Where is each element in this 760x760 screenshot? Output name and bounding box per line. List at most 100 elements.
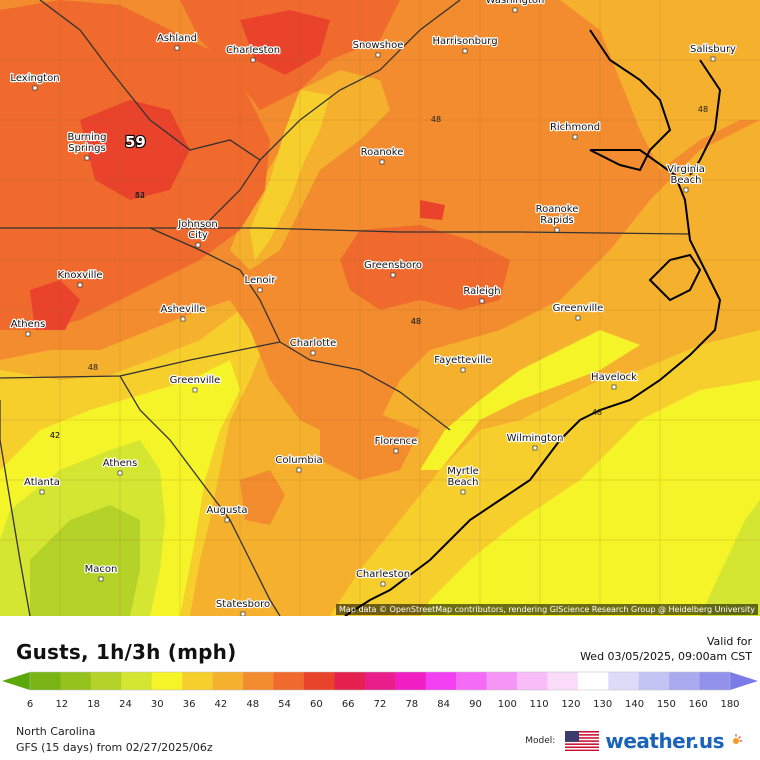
city-label: Myrtle [447,466,479,477]
gust-value-label: 48 [592,408,602,417]
legend-swatch [486,672,518,690]
legend-tick-label: 42 [215,699,228,710]
city-greenville: Greenville [551,302,605,321]
legend-swatch [577,672,609,690]
city-charlotte: Charlotte [289,337,337,356]
city-charleston: Charleston [355,568,411,587]
legend-swatch [334,672,366,690]
city-marker [575,315,581,321]
us-flag-icon [565,731,600,751]
legend-swatch [425,672,457,690]
city-label: Raleigh [463,286,500,297]
sun-logo-icon [733,734,742,744]
city-marker [257,287,263,293]
zone-54-60-piedmont [340,225,510,310]
county-lines [0,0,760,616]
city-marker [180,316,186,322]
city-marker [84,155,90,161]
zone-48-54-florence [320,410,420,480]
gust-value-label: 54 [135,191,145,200]
va-nc-border [0,227,691,235]
city-marker [77,282,83,288]
coast-main [344,29,722,616]
city-knoxville: Knoxville [56,269,104,288]
legend-swatch [608,672,640,690]
city-marker [462,48,468,54]
city-marker [98,576,104,582]
city-marker [250,57,256,63]
legend-tick-label: 84 [437,699,450,710]
city-athens: Athens [101,457,139,476]
city-marker [479,298,485,304]
city-marker [195,242,201,248]
city-marker [532,445,538,451]
legend-tick-label: 140 [625,699,644,710]
legend-swatch [121,672,153,690]
legend-tick-label: 60 [310,699,323,710]
city-label: Columbia [275,455,322,466]
legend-outline [29,671,731,691]
city-marker [240,611,246,616]
city-marker [611,384,617,390]
city-washington: Washington [484,0,546,13]
city-marker [393,448,399,454]
city-label: Fayetteville [434,355,491,366]
legend-tick-label: 120 [561,699,580,710]
city-raleigh: Raleigh [462,285,502,304]
city-label: Athens [11,319,46,330]
color-legend: 6 12 18 24 30 36 42 48 54 60 66 72 78 84 90 100 110 120 13… [2,671,758,710]
legend-tick-label: 36 [183,699,196,710]
zone-60-66-wv [240,10,330,75]
gust-map-canvas: Lexington Ashland Charleston Snowshoe Harris… [0,0,760,616]
city-lexington: Lexington [9,72,61,91]
legend-swatch [669,672,701,690]
city-marker [512,7,518,13]
city-marker [310,350,316,356]
legend-tick-label: 150 [657,699,676,710]
city-marker [460,367,466,373]
gust-value-label: 42 [50,431,60,440]
city-label: Lexington [10,73,59,84]
model-run: GFS (15 days) from 02/27/2025/06z [16,741,213,754]
city-marker [460,489,466,495]
city-macon: Macon [83,563,119,582]
legend-tick-label: 12 [55,699,68,710]
brand-name: weather.us [605,729,724,753]
city-marker [39,489,45,495]
city-marker [224,517,230,523]
legend-tick-label: 48 [246,699,259,710]
city-marker [379,159,385,165]
city-label: Roanoke [536,204,579,215]
legend-tick-label: 54 [278,699,291,710]
legend-swatch [638,672,670,690]
city-label: Springs [68,143,105,154]
brand-block[interactable]: Model: weather.us [525,728,742,754]
city-greensboro: Greensboro [363,259,423,278]
gust-value-label: 42 [135,191,145,200]
legend-swatch [182,672,214,690]
legend-ticks: 6 12 18 24 30 36 42 48 54 60 66 72 78 84 90 100 110 120 13… [27,699,740,710]
legend-tick-label: 100 [498,699,517,710]
city-marker [117,470,123,476]
legend-swatch [243,672,274,690]
city-label: Burning [68,132,107,143]
zone-30-36-nc-coast [420,330,640,470]
legend-swatch [151,672,183,690]
gust-map[interactable]: Lexington Ashland Charleston Snowshoe Harris… [0,0,760,616]
ga-al-border [0,400,31,616]
gust-value-label: 42 [50,431,60,440]
legend-swatch [456,672,488,690]
legend-tick-label: 72 [374,699,387,710]
city-havelock: Havelock [590,371,638,390]
city-marker [375,52,381,58]
city-marker [683,187,689,193]
city-marker [32,85,38,91]
city-greenville: Greenville [168,374,222,393]
city-roanoke: Roanoke [359,146,405,165]
city-label: Beach [448,477,479,488]
legend-tick-label: 66 [342,699,355,710]
zone-36-42-ridge [250,90,330,260]
zone-18-24-south [30,505,140,616]
